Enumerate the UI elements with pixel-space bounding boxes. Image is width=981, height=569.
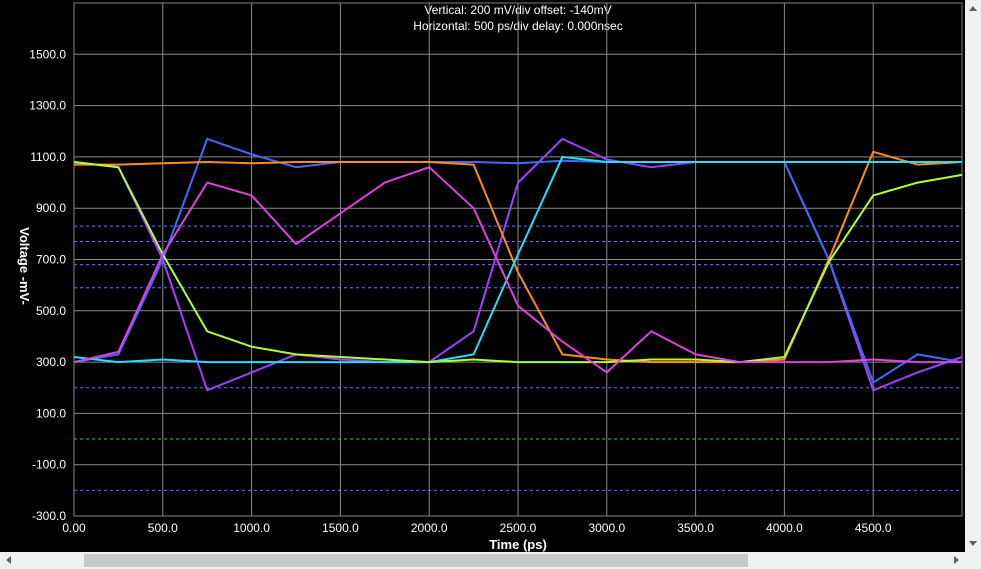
x-tick-label: 1000.0 [233, 521, 270, 535]
x-tick-label: 500.0 [148, 521, 178, 535]
y-tick-label: 1100.0 [30, 150, 66, 164]
y-tick-label: -100.0 [32, 458, 66, 472]
y-tick-label: 1500.0 [29, 47, 66, 61]
y-tick-label: 700.0 [36, 253, 66, 267]
trace [73, 137, 963, 384]
y-tick-label: 500.0 [36, 304, 66, 318]
scroll-down-arrow[interactable] [969, 541, 977, 546]
scrollbar-thumb[interactable] [84, 554, 748, 567]
y-tick-label: 300.0 [36, 355, 66, 369]
scroll-left-arrow[interactable] [6, 556, 11, 564]
x-tick-label: 2500.0 [500, 521, 537, 535]
y-tick-label: 1300.0 [29, 99, 66, 113]
x-tick-label: 1500.0 [322, 521, 359, 535]
y-tick-label: 100.0 [36, 406, 66, 420]
x-tick-label: 4000.0 [766, 521, 803, 535]
x-tick-label: 0.00 [62, 521, 86, 535]
scroll-right-arrow[interactable] [954, 556, 959, 564]
x-axis-label: Time (ps) [489, 537, 547, 552]
trace [73, 161, 963, 364]
trace [73, 166, 962, 374]
vertical-scrollbar[interactable] [965, 0, 981, 552]
scroll-up-arrow[interactable] [969, 6, 977, 11]
x-tick-label: 3500.0 [677, 521, 714, 535]
x-tick-label: 2000.0 [411, 521, 448, 535]
trace [73, 155, 962, 364]
y-axis-label: Voltage -mV- [17, 227, 32, 305]
y-tick-label: 900.0 [36, 201, 66, 215]
x-tick-label: 4500.0 [855, 521, 892, 535]
y-tick-label: -300.0 [32, 509, 66, 523]
x-tick-label: 3000.0 [588, 521, 625, 535]
scrollbar-track [965, 0, 981, 552]
horizontal-scrollbar[interactable] [0, 552, 981, 569]
